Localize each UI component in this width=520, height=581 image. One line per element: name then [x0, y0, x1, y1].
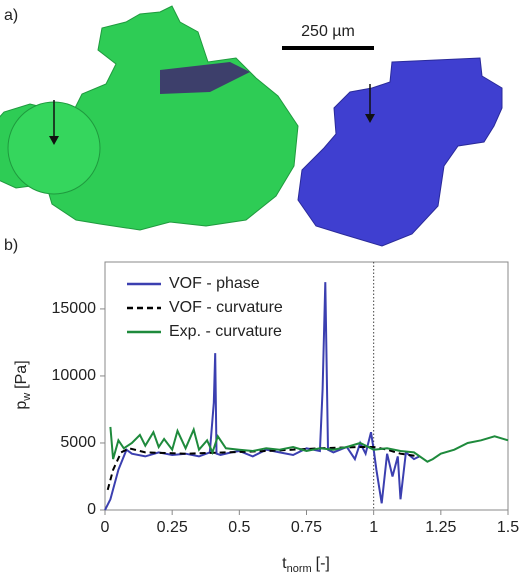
- x-tick-label: 1.5: [497, 519, 519, 536]
- y-tick-label: 15000: [52, 300, 97, 317]
- green-structure: [0, 5, 299, 231]
- series-line: [109, 426, 509, 463]
- series-line: [104, 282, 420, 511]
- y-tick-label: 0: [87, 501, 96, 518]
- legend-label: VOF - phase: [169, 275, 260, 292]
- x-tick-label: 0.75: [291, 519, 322, 536]
- x-tick-label: 0: [101, 519, 110, 536]
- scale-label: 250 µm: [301, 23, 355, 40]
- x-tick-label: 0.25: [157, 519, 188, 536]
- legend-label: VOF - curvature: [169, 299, 283, 316]
- x-tick-label: 1.25: [425, 519, 456, 536]
- panel-label: a): [4, 7, 18, 24]
- blue-structure: [297, 57, 503, 247]
- legend-label: Exp. - curvature: [169, 323, 282, 340]
- x-tick-label: 0.5: [228, 519, 250, 536]
- x-axis-label: tnorm [-]: [282, 555, 330, 575]
- panel-label: b): [4, 237, 18, 254]
- series-line: [106, 446, 420, 491]
- y-tick-label: 5000: [60, 434, 96, 451]
- y-axis-label: pw[Pa]: [13, 360, 33, 409]
- plot-frame: [104, 261, 509, 511]
- x-tick-label: 1: [369, 519, 378, 536]
- y-tick-label: 10000: [52, 367, 97, 384]
